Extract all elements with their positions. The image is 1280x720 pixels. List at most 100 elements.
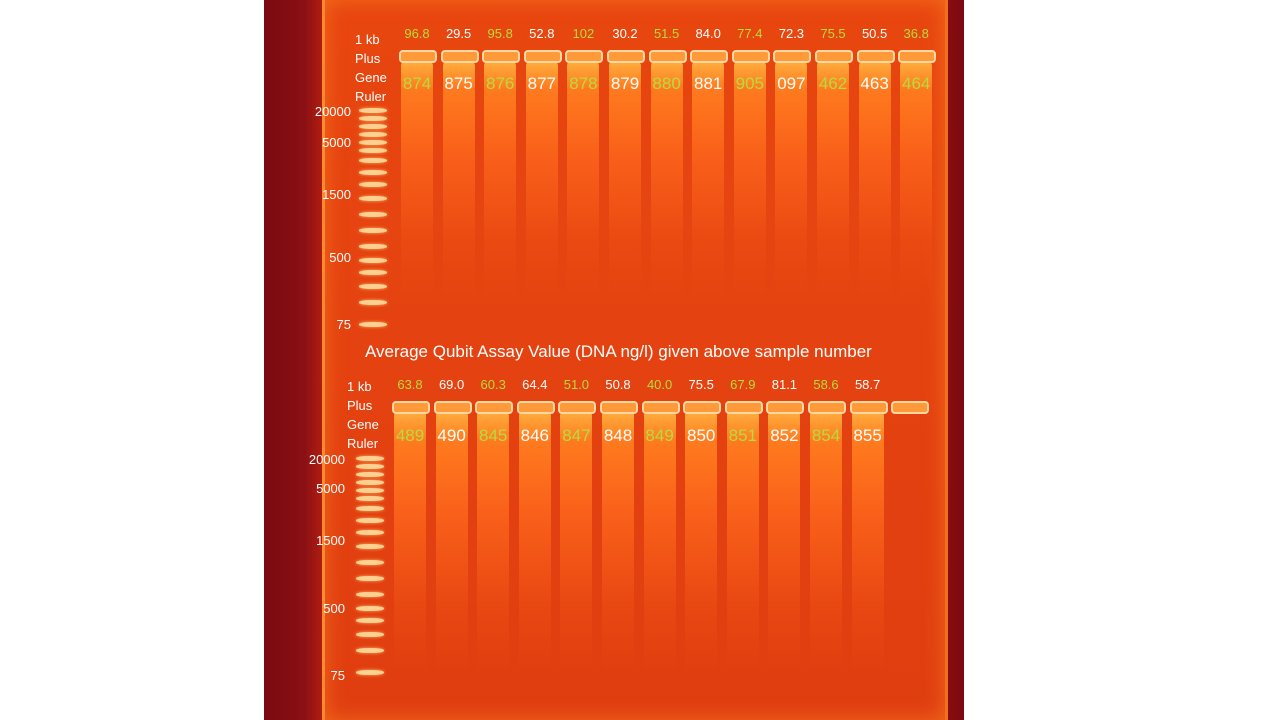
qubit-value: 36.8 — [903, 26, 929, 41]
qubit-value: 77.4 — [737, 26, 763, 41]
sample-number: 846 — [520, 426, 549, 445]
ladder-band — [356, 632, 384, 637]
size-marker-500: 500 — [323, 601, 345, 616]
qubit-value: 64.4 — [522, 377, 548, 392]
sample-number: 845 — [479, 426, 508, 445]
sample-number: 855 — [853, 426, 882, 445]
qubit-value: 96.8 — [404, 26, 430, 41]
gel-well — [690, 50, 729, 63]
ladder-label-bottom: 1 kb Plus Gene Ruler — [347, 377, 407, 453]
gel-well — [766, 401, 805, 414]
qubit-value: 58.7 — [854, 377, 881, 392]
qubit-value: 40.0 — [646, 377, 673, 392]
size-marker-75: 75 — [330, 668, 345, 683]
gel-well — [898, 50, 937, 63]
ladder-band — [356, 670, 384, 675]
gel-well — [607, 50, 645, 63]
ladder-label-line: Ruler — [347, 436, 379, 451]
gel-well — [523, 50, 562, 63]
dna-smear — [817, 60, 849, 300]
ladder-band — [359, 132, 387, 137]
gel-well — [516, 401, 555, 414]
ladder-band — [356, 506, 384, 511]
ladder-band — [356, 560, 384, 565]
ladder-band — [356, 530, 384, 535]
gel-well — [433, 401, 472, 414]
gel-caption: Average Qubit Assay Value (DNA ng/l) giv… — [365, 342, 872, 361]
size-marker-500: 500 — [329, 250, 351, 265]
gel-well — [565, 50, 604, 63]
ladder-band — [356, 606, 384, 611]
qubit-value: 50.5 — [861, 26, 888, 41]
sample-number: 463 — [860, 74, 889, 93]
qubit-value: 75.5 — [820, 26, 846, 41]
gel-well — [600, 401, 638, 414]
ladder-band — [359, 284, 387, 289]
gel-well — [815, 50, 853, 63]
gel-section-bottom: 1 kb Plus Gene Ruler 20000 5000 1500 500… — [264, 370, 964, 720]
sample-number: 878 — [569, 74, 598, 93]
qubit-value: 72.3 — [778, 26, 805, 41]
ladder-label-line: Gene — [355, 70, 387, 85]
ladder-band — [359, 212, 387, 217]
ladder-band — [359, 322, 387, 327]
ladder-label-line: Ruler — [355, 89, 387, 104]
ladder-band — [359, 196, 387, 201]
gel-well — [891, 401, 930, 414]
sample-number: 880 — [652, 74, 681, 93]
ladder-band — [356, 472, 384, 477]
sample-number: 490 — [437, 426, 466, 445]
dna-smear — [643, 410, 676, 670]
gel-well — [856, 50, 895, 63]
sample-number: 851 — [728, 426, 757, 445]
ladder-label-line: Gene — [347, 417, 379, 432]
dna-smear — [775, 60, 808, 300]
qubit-value: 30.2 — [612, 26, 638, 41]
gel-well — [475, 401, 514, 414]
ladder-band — [356, 544, 384, 549]
size-marker-20000: 20000 — [308, 452, 345, 467]
ladder-band — [356, 576, 384, 581]
dna-smear — [858, 60, 891, 300]
qubit-value: 81.1 — [771, 377, 798, 392]
gel-well — [683, 401, 722, 414]
sample-number: 464 — [902, 74, 931, 93]
ladder-band — [359, 228, 387, 233]
gel-well — [482, 50, 521, 63]
size-marker-1500: 1500 — [316, 533, 345, 548]
dna-smear — [685, 410, 718, 670]
ladder-band — [356, 518, 384, 523]
dna-smear — [442, 60, 475, 300]
ladder-band — [359, 148, 387, 153]
sample-number: 489 — [395, 426, 425, 445]
dna-smear — [733, 60, 766, 300]
dna-smear — [810, 410, 842, 670]
sample-number: 875 — [444, 74, 473, 93]
ladder-band — [356, 618, 384, 623]
dna-smear — [692, 60, 725, 300]
qubit-value: 75.5 — [688, 377, 714, 392]
ladder-band — [359, 124, 387, 129]
qubit-value: 60.3 — [480, 377, 506, 392]
sample-number: 848 — [603, 426, 633, 445]
ladder-label-line: 1 kb — [355, 32, 380, 47]
ladder-band — [356, 480, 384, 485]
sample-number: 877 — [527, 74, 556, 93]
dna-smear — [851, 410, 884, 670]
sample-number: 847 — [562, 426, 591, 445]
qubit-value: 50.8 — [605, 377, 631, 392]
ladder-band — [356, 648, 384, 653]
sample-number: 854 — [811, 426, 841, 445]
ladder-label-line: 1 kb — [347, 379, 372, 394]
qubit-value: 51.5 — [653, 26, 680, 41]
sample-number: 097 — [777, 74, 806, 93]
ladder-band — [356, 592, 384, 597]
dna-smear — [650, 60, 683, 300]
dna-smear — [477, 410, 510, 670]
dna-smear — [435, 410, 468, 670]
dna-smear — [609, 60, 641, 300]
sample-number: 876 — [486, 74, 515, 93]
ladder-band — [359, 182, 387, 187]
ladder-label-line: Plus — [347, 398, 373, 413]
qubit-value: 29.5 — [445, 26, 472, 41]
